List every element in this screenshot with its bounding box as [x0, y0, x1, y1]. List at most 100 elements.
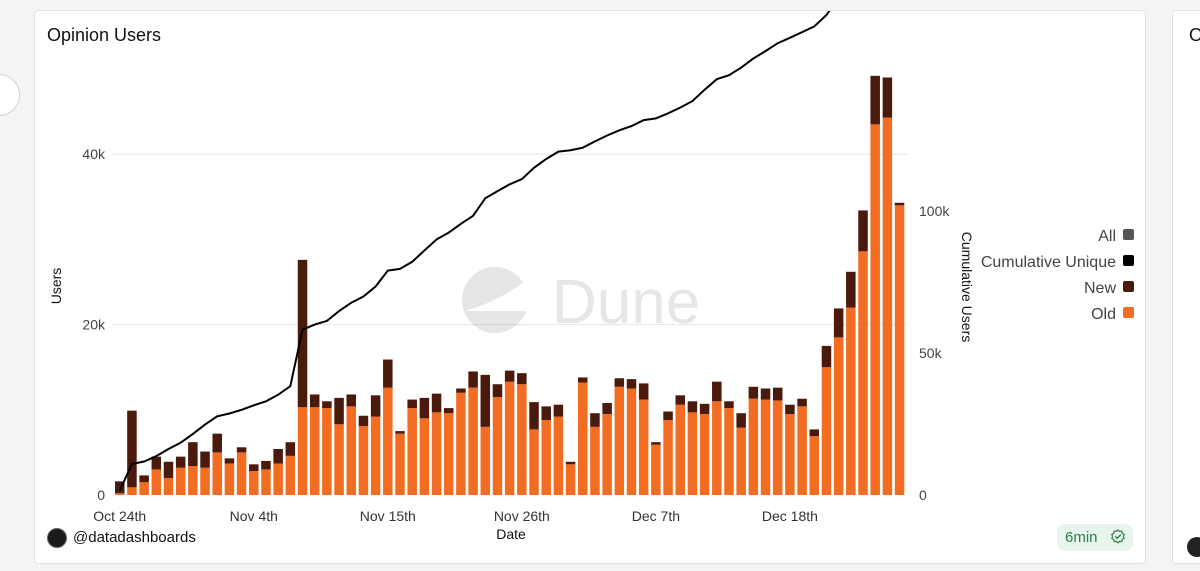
- bar-old: [590, 426, 600, 495]
- bar-new: [821, 345, 832, 368]
- bar-old: [468, 387, 478, 495]
- bar-old: [663, 420, 673, 495]
- bar-old: [772, 400, 783, 495]
- y2-tick-label: 100k: [919, 203, 950, 219]
- bar-old: [565, 464, 576, 495]
- bar-new: [383, 359, 393, 388]
- legend-all-label: All: [1098, 228, 1116, 245]
- legend-old-swatch: [1123, 307, 1134, 318]
- bar-new: [517, 373, 527, 385]
- bar-old: [699, 414, 710, 495]
- bar-old: [492, 397, 503, 495]
- bar-new: [492, 384, 503, 398]
- dune-wordmark: Dune: [552, 268, 700, 337]
- bar-old: [334, 424, 344, 495]
- bar-old: [297, 407, 308, 495]
- avatar[interactable]: [47, 528, 67, 548]
- bar-old: [553, 416, 564, 495]
- bar-old: [370, 416, 381, 495]
- bar-old: [249, 471, 259, 495]
- bar-new: [882, 77, 893, 118]
- bar-new: [541, 406, 551, 421]
- bar-new: [200, 451, 210, 468]
- refresh-badge[interactable]: 6min: [1057, 524, 1133, 551]
- dune-logo-icon: [462, 267, 528, 333]
- grid-lines: [113, 153, 907, 326]
- bar-new: [188, 442, 198, 467]
- bar-new: [334, 397, 344, 425]
- refresh-time: 6min: [1065, 529, 1098, 546]
- bar-old: [383, 387, 393, 495]
- bar-new: [602, 402, 612, 415]
- bar-old: [115, 493, 125, 495]
- y-tick-label: 0: [97, 487, 105, 503]
- bar-new: [626, 379, 637, 389]
- legend-new-swatch: [1123, 281, 1134, 292]
- bar-new: [736, 413, 746, 428]
- x-tick-label: Dec 7th: [632, 508, 680, 524]
- chart-title: Opinion Users: [47, 25, 162, 45]
- legend: All Cumulative Unique New Old: [981, 228, 1134, 323]
- bar-new: [772, 387, 783, 401]
- bar-old: [200, 467, 210, 495]
- bar-old: [175, 467, 186, 495]
- bar-new: [431, 393, 442, 413]
- bar-old: [675, 404, 685, 495]
- bar-old: [687, 412, 698, 495]
- bar-new: [346, 394, 357, 407]
- bar-new: [504, 370, 515, 382]
- bar-old: [614, 386, 625, 495]
- bar-old: [212, 452, 222, 495]
- bar-old: [358, 425, 369, 495]
- bar-old: [395, 433, 405, 495]
- bar-new: [480, 374, 491, 427]
- bar-old: [748, 398, 759, 495]
- bar-old: [273, 463, 283, 495]
- side-panel-handle[interactable]: [0, 74, 20, 116]
- bar-new: [151, 456, 162, 470]
- y2-tick-label: 0: [919, 487, 927, 503]
- legend-all-swatch: [1123, 229, 1134, 240]
- bar-new: [699, 403, 710, 415]
- bar-old: [602, 414, 612, 495]
- bar-new: [443, 408, 454, 414]
- next-chart-card: O: [1172, 10, 1200, 564]
- x-tick-label: Dec 18th: [762, 508, 818, 524]
- bar-old: [139, 482, 149, 495]
- bar-new: [870, 75, 880, 125]
- bar-old: [712, 401, 722, 495]
- dune-logo-cut: [465, 279, 528, 311]
- bar-old: [809, 436, 820, 495]
- bar-old: [285, 455, 296, 495]
- bar-new: [273, 448, 283, 464]
- bar-old: [833, 337, 844, 495]
- bar-new: [261, 460, 271, 470]
- bar-old: [797, 406, 807, 495]
- bar-old: [224, 463, 235, 495]
- bar-new: [468, 371, 478, 388]
- dune-watermark: Dune: [462, 267, 700, 337]
- bar-old: [309, 407, 320, 495]
- bar-new: [846, 271, 856, 308]
- bar-new: [858, 210, 868, 252]
- bar-new: [565, 461, 576, 465]
- axes: 0 20k 40k 0 50k 100k Oct 24th Nov 4th Nov 15th No…: [48, 146, 975, 542]
- bar-old: [529, 429, 539, 495]
- legend-cumulative-unique-swatch: [1123, 255, 1134, 266]
- bar-old: [456, 392, 466, 495]
- author-handle[interactable]: @datadashboards: [73, 529, 196, 546]
- bar-new: [687, 401, 698, 413]
- bar-old: [504, 381, 515, 495]
- bar-old: [346, 406, 357, 495]
- bar-new: [712, 381, 722, 402]
- bar-new: [894, 202, 905, 206]
- bar-old: [517, 384, 527, 495]
- bar-new: [163, 461, 174, 478]
- bar-old: [163, 477, 174, 495]
- bar-new: [419, 397, 430, 419]
- bar-old: [261, 469, 271, 495]
- bar-new: [322, 401, 332, 409]
- chart-card: Opinion Users Dune 0 20k 40k 0 50k 100k Oct 24…: [34, 10, 1146, 564]
- bar-new: [797, 398, 807, 407]
- bar-old: [419, 418, 430, 495]
